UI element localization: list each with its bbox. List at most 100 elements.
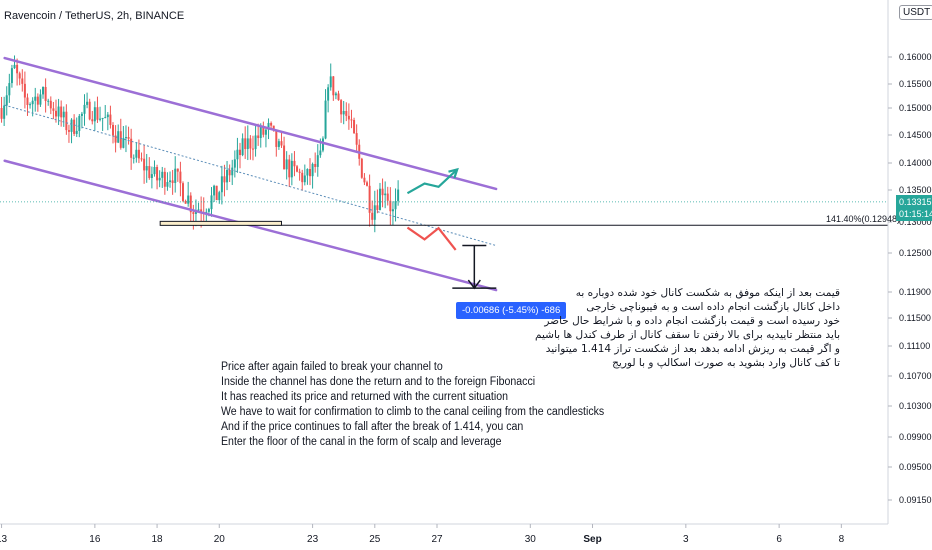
candle-body (70, 119, 73, 132)
candle-body (308, 169, 311, 177)
persian-note-line: داخل کانال بازگشت انجام داده است و به فی… (586, 301, 840, 313)
candle-body (181, 183, 184, 201)
candle-body (96, 107, 99, 120)
drawings (0, 56, 888, 292)
candle-body (236, 149, 239, 160)
candle-body (75, 130, 78, 134)
price-tick-label: 0.15000 (899, 103, 932, 113)
time-tick-label: 3 (683, 534, 689, 545)
candle-body (241, 138, 244, 156)
candle-body (259, 126, 262, 139)
candle-body (187, 195, 190, 204)
candle-body (231, 167, 234, 176)
candle-body (13, 64, 16, 69)
time-tick-label: 6 (776, 534, 782, 545)
time-tick-label: 30 (525, 534, 537, 545)
candle-body (342, 111, 345, 115)
candle-body (363, 177, 366, 183)
candle-body (39, 94, 42, 105)
candle-body (345, 111, 348, 116)
price-tick-label: 0.09150 (899, 495, 932, 505)
candle-body (223, 176, 226, 183)
candle-body (319, 150, 322, 156)
candle-body (264, 129, 267, 135)
candle-body (137, 149, 140, 159)
measure-box[interactable]: -0.00686 (-5.45%) -686 (456, 302, 567, 319)
candle-body (218, 192, 221, 201)
candle-body (293, 160, 296, 167)
candle-body (163, 171, 166, 187)
candle-body (99, 118, 102, 120)
candle-body (306, 169, 309, 176)
price-tick-label: 0.11100 (899, 341, 930, 351)
candle-body (54, 110, 57, 117)
price-tick-label: 0.10300 (899, 401, 932, 411)
candle-body (62, 111, 65, 118)
persian-note-line: قیمت بعد از اینکه موفق به شکست کانال خود… (575, 287, 840, 299)
time-tick-label: 16 (89, 534, 101, 545)
candle-body (316, 155, 319, 167)
candle-body (394, 201, 397, 210)
candle-body (321, 138, 324, 151)
english-note-line: Inside the channel has done the return a… (221, 376, 536, 388)
candle-body (119, 131, 122, 148)
projection-up-arrowhead (448, 167, 459, 179)
candle-body (337, 93, 340, 101)
candle-body (176, 168, 179, 172)
candle-body (285, 159, 288, 170)
candle-body (257, 135, 260, 139)
price-tick-label: 0.14000 (899, 158, 932, 168)
time-tick-label: Sep (583, 534, 601, 545)
candle-body (267, 122, 270, 130)
candle-body (73, 119, 76, 134)
candle-body (49, 100, 52, 109)
candle-body (314, 163, 317, 167)
english-note-line: And if the price continues to fall after… (221, 421, 524, 433)
candle-body (213, 185, 216, 196)
candle-body (371, 212, 374, 220)
candle-body (378, 188, 381, 210)
candle-body (298, 171, 301, 173)
candle-body (65, 111, 68, 131)
time-tick-label: 25 (369, 534, 381, 545)
english-note-line: We have to wait for confirmation to clim… (221, 406, 605, 418)
candle-body (171, 180, 174, 183)
candle-body (47, 100, 50, 102)
candle-body (5, 95, 8, 106)
persian-note-line: خود رسیده است و قیمت بازگشت انجام داده و… (544, 315, 840, 327)
price-tick-label: 0.12500 (899, 248, 932, 258)
candle-body (179, 171, 182, 184)
candle-body (135, 149, 138, 158)
price-tick-label: 0.16000 (899, 52, 932, 62)
candle-body (86, 101, 89, 105)
candle-body (124, 137, 127, 139)
candle-body (132, 157, 135, 159)
candle-body (220, 176, 223, 193)
candle-body (161, 171, 164, 178)
candle-body (150, 174, 153, 178)
price-tick-label: 0.13000 (899, 217, 932, 227)
persian-note: قیمت بعد از اینکه موفق به شکست کانال خود… (535, 286, 840, 370)
candle-body (311, 163, 314, 177)
candle-body (373, 205, 376, 220)
candle-body (3, 105, 6, 119)
candle-body (384, 193, 387, 196)
candle-body (101, 117, 104, 119)
candle-body (192, 212, 195, 214)
last-price-tag: 0.13315 01:15:14 (896, 195, 932, 221)
candle-body (34, 96, 37, 101)
candle-body (301, 172, 304, 183)
bar-countdown: 01:15:14 (899, 209, 932, 219)
last-price: 0.13315 (899, 197, 932, 207)
chart-title: Ravencoin / TetherUS, 2h, BINANCE (4, 10, 185, 22)
candle-body (332, 76, 335, 96)
candle-body (262, 126, 265, 135)
candle-body (52, 108, 55, 111)
currency-badge[interactable]: USDT (899, 5, 932, 20)
candle-body (244, 138, 247, 150)
candle-body (210, 195, 213, 210)
candle-body (353, 120, 356, 134)
candle-body (44, 86, 47, 101)
